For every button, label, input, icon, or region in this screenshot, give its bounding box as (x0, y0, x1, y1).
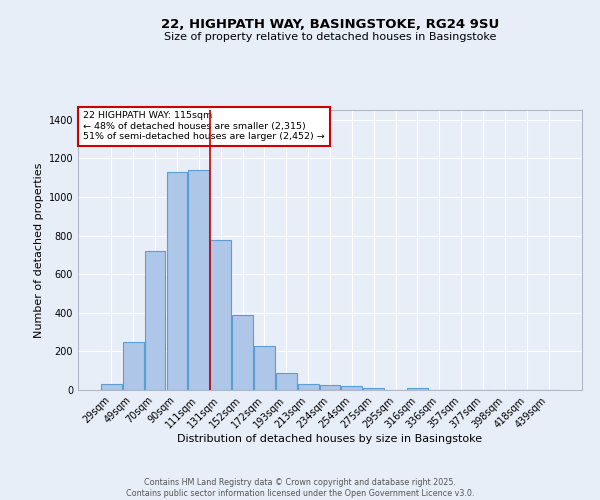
X-axis label: Distribution of detached houses by size in Basingstoke: Distribution of detached houses by size … (178, 434, 482, 444)
Bar (298, 384, 319, 390)
Bar (101, 384, 122, 390)
Bar (254, 346, 275, 390)
Bar (364, 388, 384, 390)
Text: 22 HIGHPATH WAY: 115sqm
← 48% of detached houses are smaller (2,315)
51% of semi: 22 HIGHPATH WAY: 115sqm ← 48% of detache… (83, 112, 325, 141)
Bar (341, 386, 362, 390)
Bar (210, 240, 231, 390)
Bar (407, 388, 428, 390)
Text: 22, HIGHPATH WAY, BASINGSTOKE, RG24 9SU: 22, HIGHPATH WAY, BASINGSTOKE, RG24 9SU (161, 18, 499, 30)
Text: Size of property relative to detached houses in Basingstoke: Size of property relative to detached ho… (164, 32, 496, 42)
Y-axis label: Number of detached properties: Number of detached properties (34, 162, 44, 338)
Bar (276, 372, 296, 390)
Bar (232, 314, 253, 390)
Bar (188, 170, 209, 390)
Bar (123, 342, 143, 390)
Bar (167, 172, 187, 390)
Bar (320, 385, 340, 390)
Bar (145, 251, 166, 390)
Text: Contains HM Land Registry data © Crown copyright and database right 2025.
Contai: Contains HM Land Registry data © Crown c… (126, 478, 474, 498)
